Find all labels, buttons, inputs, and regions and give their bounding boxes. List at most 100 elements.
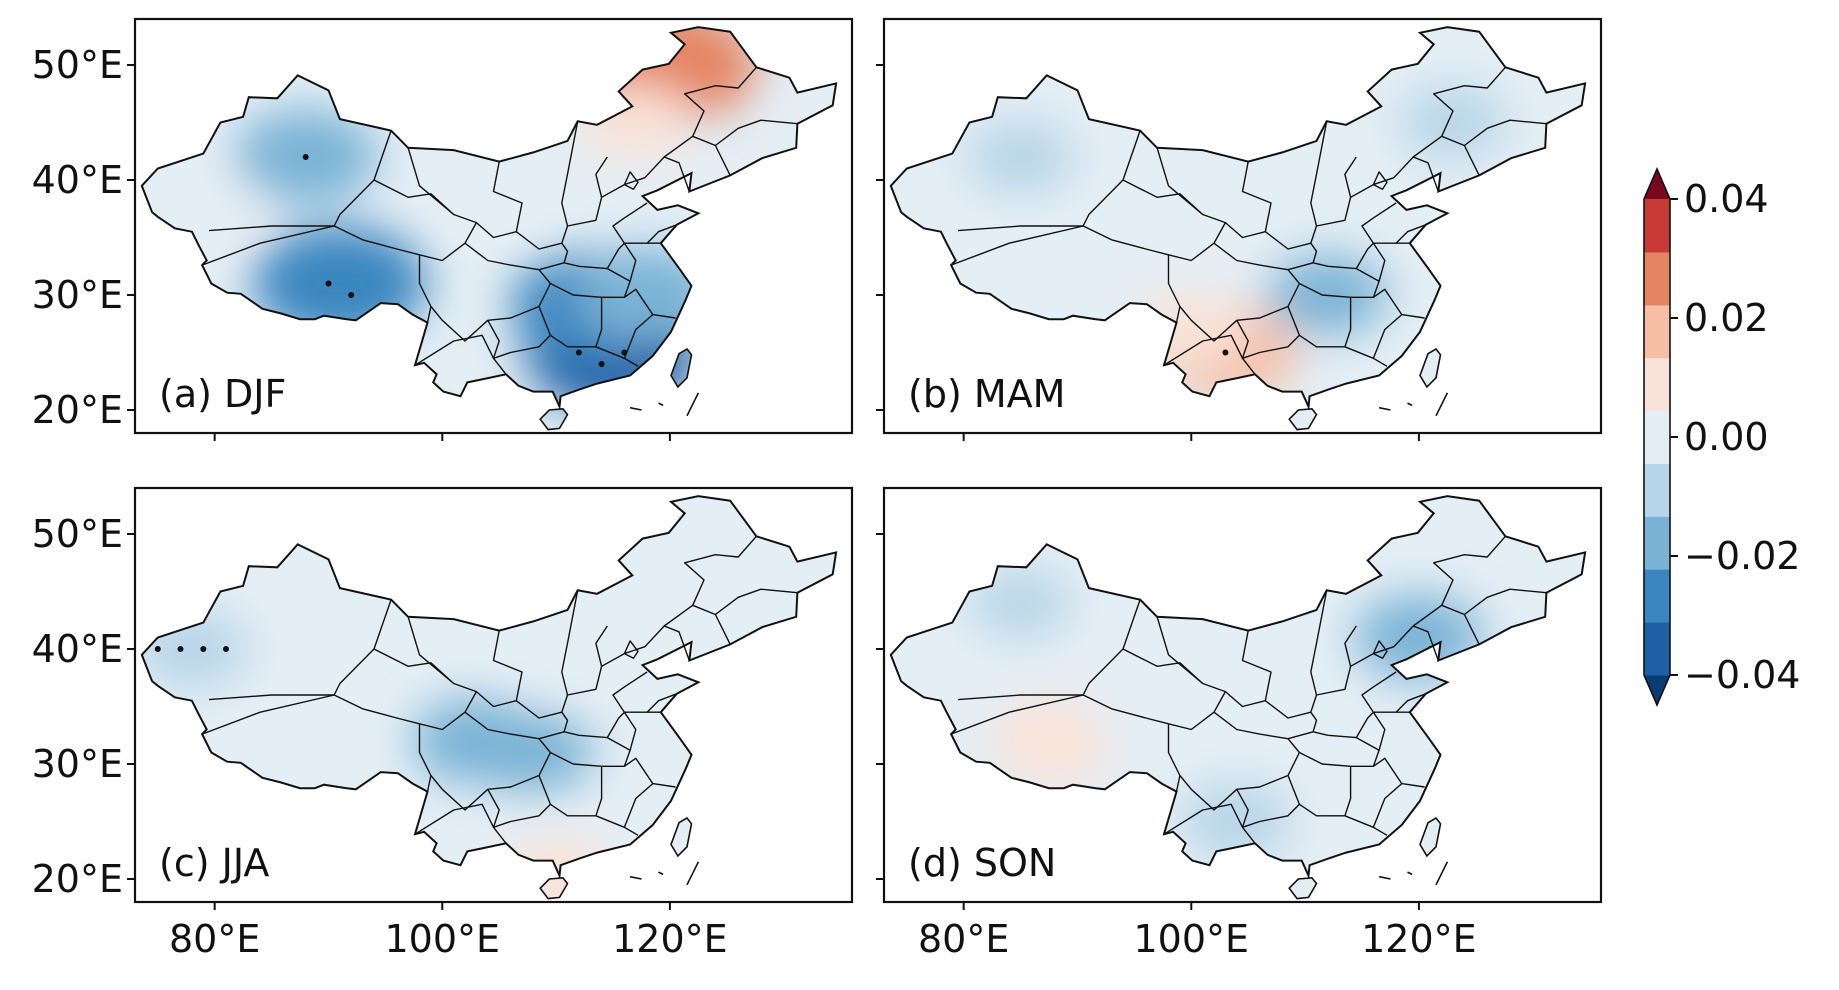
province-border	[1372, 288, 1403, 315]
x-tick-label: 80°E	[918, 917, 1009, 961]
taiwan-outline	[670, 347, 693, 389]
colorbar-tick-label: −0.04	[1684, 653, 1800, 697]
y-tick-label: 40°E	[32, 627, 123, 671]
province-border	[1287, 711, 1318, 740]
province-border	[606, 202, 648, 269]
province-border	[475, 161, 523, 239]
x-tick-label: 100°E	[385, 917, 501, 961]
province-border	[414, 803, 507, 844]
province-border	[1163, 334, 1256, 375]
province-border	[1463, 588, 1547, 616]
x-tick-label: 120°E	[1361, 917, 1477, 961]
colorbar-bin	[1644, 304, 1670, 359]
province-border	[550, 731, 631, 767]
x-tick-label: 120°E	[612, 917, 728, 961]
nine-dash-line	[1378, 875, 1391, 880]
map-panel-son: (d) SON 80°E 100°E 120°E	[876, 486, 1603, 961]
colorbar-bin	[1644, 569, 1670, 623]
taiwan-outline	[1419, 347, 1442, 389]
colorbar-tick-label: 0.04	[1684, 177, 1769, 221]
panel-frame	[133, 17, 854, 435]
province-border	[493, 775, 552, 828]
province-border	[538, 242, 569, 271]
province-border	[1433, 66, 1506, 137]
x-tick-label: 80°E	[169, 917, 260, 961]
province-border	[1355, 671, 1397, 738]
map-panel-jja: (c) JJA 50°E 40°E 30°E 20°E 80°E 100°E 120°E	[32, 486, 854, 961]
nine-dash-line	[1378, 406, 1391, 411]
panel-frame	[133, 486, 854, 904]
map-panel-djf: (a) DJF 50°E 40°E 30°E 20°E	[32, 17, 854, 441]
anomaly-region	[966, 121, 1075, 193]
significance-dot	[177, 646, 184, 652]
anomaly-region	[505, 615, 608, 683]
colorbar-bin	[1644, 251, 1670, 306]
panel-label: (c) JJA	[159, 841, 269, 885]
province-border	[1350, 625, 1439, 667]
nine-dash-line	[658, 871, 664, 876]
taiwan-outline	[670, 816, 693, 858]
province-border	[1156, 616, 1204, 685]
colorbar-tick-label: 0.02	[1684, 296, 1769, 340]
province-border	[1299, 262, 1380, 298]
colorbar-bin	[1644, 463, 1670, 517]
x-tick-label: 100°E	[1134, 917, 1250, 961]
province-border	[1156, 147, 1204, 216]
colorbar-extend-max	[1644, 169, 1670, 199]
province-borders	[950, 535, 1547, 844]
province-border	[418, 254, 432, 323]
province-border	[684, 535, 757, 606]
province-border	[1316, 156, 1357, 227]
province-border	[208, 599, 392, 701]
taiwan-outline	[1419, 816, 1442, 858]
nine-dash-line	[1407, 402, 1413, 407]
anomaly-region	[969, 569, 1072, 637]
province-border	[623, 313, 676, 359]
anomaly-region	[473, 712, 594, 793]
province-border	[950, 694, 1084, 735]
y-tick-label: 20°E	[32, 857, 123, 901]
panel-label: (d) SON	[908, 841, 1056, 885]
y-tick-label: 30°E	[32, 742, 123, 786]
hainan-outline	[539, 876, 569, 900]
colorbar: 0.04 0.02 0.00 −0.02 −0.04	[1643, 166, 1800, 708]
province-border	[1372, 171, 1388, 190]
province-border	[1242, 775, 1301, 828]
province-border	[1242, 306, 1301, 359]
significance-dot	[1222, 349, 1229, 356]
y-tick-label: 20°E	[32, 388, 123, 432]
province-border	[1395, 224, 1426, 244]
panel-label: (b) MAM	[908, 372, 1065, 416]
province-border	[601, 625, 690, 667]
significance-dot	[325, 280, 332, 287]
province-border	[623, 757, 654, 784]
province-border	[950, 225, 1084, 266]
province-border	[1372, 757, 1403, 784]
y-tick-label: 30°E	[32, 273, 123, 317]
anomaly-region	[1179, 783, 1294, 860]
significance-dot	[154, 646, 161, 652]
province-border	[538, 711, 569, 740]
province-border	[1463, 119, 1547, 147]
province-border	[623, 782, 676, 828]
significance-dot	[348, 292, 355, 298]
province-border	[208, 130, 392, 232]
anomaly-region	[1106, 192, 1209, 260]
province-border	[475, 630, 523, 708]
province-border	[1224, 630, 1272, 708]
province-borders	[201, 535, 798, 844]
hainan-outline	[1288, 876, 1318, 900]
province-border	[623, 171, 639, 190]
province-border	[714, 588, 798, 616]
province-border	[201, 225, 335, 266]
province-border	[1372, 640, 1388, 659]
province-border	[407, 147, 455, 216]
nine-dash-line	[1407, 871, 1413, 876]
province-border	[414, 334, 507, 375]
province-border	[1412, 135, 1480, 176]
province-border	[601, 156, 690, 198]
province-border	[201, 694, 335, 735]
colorbar-tick-label: 0.00	[1684, 415, 1769, 459]
colorbar-bin	[1644, 357, 1670, 412]
nine-dash-line	[686, 392, 700, 417]
